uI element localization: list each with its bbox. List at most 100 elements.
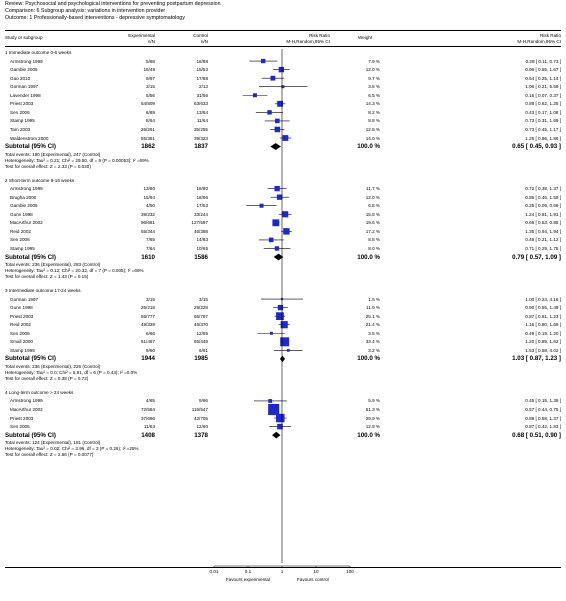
- study-name: Gunn 1998: [10, 211, 33, 217]
- study-name: Gunn 1998: [10, 305, 33, 311]
- study-ci: 0.88 [ 0.62, 1.25 ]: [525, 101, 561, 107]
- col-rr2-title: Risk Ratio: [540, 33, 561, 38]
- study-weight: 29.9 %: [365, 415, 380, 421]
- study-name: Lavender 1998: [10, 92, 41, 98]
- study-ctl: 6/61: [199, 347, 208, 353]
- favours-control: Favours control: [297, 577, 329, 582]
- study-exp: 39/232: [140, 211, 155, 217]
- effect-square: [275, 118, 280, 124]
- study-ctl: 65/449: [193, 339, 208, 345]
- study-name: Armstrong 1999: [10, 58, 43, 64]
- study-name: Waldenstrom 2000: [10, 135, 49, 141]
- study-ci: 1.35 [ 0.94, 1.94 ]: [525, 228, 561, 234]
- study-ci: 1.00 [ 0.24, 4.16 ]: [525, 296, 561, 302]
- effect-square: [276, 194, 283, 200]
- col-rr-title: Risk Ratio: [309, 33, 330, 38]
- effect-square: [283, 228, 290, 235]
- study-weight: 6.5 %: [368, 92, 380, 98]
- subtotal-label: Subtotal (95% CI): [5, 253, 56, 261]
- study-name: MacArthur 2002: [10, 220, 43, 226]
- study-ci: 0.49 [ 0.19, 1.20 ]: [525, 330, 561, 336]
- study-ctl: 12/60: [196, 424, 209, 430]
- study-weight: 8.2 %: [368, 109, 380, 115]
- effect-square: [274, 185, 280, 192]
- study-weight: 8.0 %: [368, 245, 380, 251]
- study-ctl: 63/633: [193, 101, 208, 107]
- study-exp: 16/49: [143, 67, 156, 73]
- study-exp: 3/15: [146, 296, 155, 302]
- subtotal-label: Subtotal (95% CI): [5, 143, 56, 151]
- study-exp: 55/344: [140, 228, 155, 234]
- study-ci: 0.48 [ 0.21, 1.12 ]: [525, 237, 561, 243]
- effect-square: [270, 75, 276, 81]
- study-ci: 0.87 [ 0.61, 1.23 ]: [525, 313, 561, 319]
- study-name: Sen 2006: [10, 109, 30, 115]
- study-name: Priest 2003: [10, 101, 34, 107]
- subgroup-title: 3 Intermediate outcome 17-24 weeks: [5, 288, 81, 293]
- study-name: Gorman 1997: [10, 296, 39, 302]
- study-name: Brugha 2000: [10, 194, 37, 200]
- study-exp: 25/218: [140, 305, 155, 311]
- study-name: Reid 2002: [10, 322, 31, 328]
- study-ci: 0.54 [ 0.25, 1.14 ]: [525, 75, 561, 81]
- study-weight: 12.8 %: [365, 126, 380, 132]
- study-ctl: 42/705: [193, 415, 208, 421]
- study-weight: 3.5 %: [368, 330, 380, 336]
- subtotal-exp: 1944: [141, 355, 155, 363]
- study-exp: 7/64: [146, 245, 155, 251]
- pooled-diamond: [279, 355, 286, 363]
- subgroup-title: 2 Short-term outcome 9-16 weeks: [5, 177, 75, 183]
- study-ctl: 17/88: [196, 75, 209, 81]
- study-ci: 0.89 [ 0.58, 1.37 ]: [525, 415, 561, 421]
- study-weight: 12.0 %: [365, 194, 380, 200]
- header-bottom-rule: [5, 46, 561, 47]
- study-ctl: 17/53: [196, 203, 209, 209]
- subgroup-note: Heterogeneity: Tau² = 0.0; Chi² = 5.91, …: [5, 369, 138, 375]
- study-ci: 1.20 [ 0.89, 1.62 ]: [525, 339, 561, 345]
- study-exp: 51/467: [140, 339, 155, 345]
- study-ci: 0.25 [ 0.09, 0.69 ]: [525, 203, 561, 209]
- col-weight: Weight: [358, 35, 373, 40]
- study-exp: 9/97: [146, 75, 155, 81]
- study-name: Reid 2002: [10, 228, 31, 234]
- study-ctl: 13/84: [196, 109, 209, 115]
- study-name: Stamp 1995: [10, 118, 35, 124]
- study-name: Armstrong 1999: [10, 398, 43, 404]
- study-ctl: 11/64: [196, 118, 208, 124]
- study-name: Stamp 1995: [10, 245, 35, 251]
- subgroup-note: Heterogeneity: Tau² = 0.21; Chi² = 29.50…: [5, 157, 149, 163]
- study-name: MacArthur 2002: [10, 407, 43, 412]
- col-ctl-title: Control: [193, 33, 208, 38]
- study-exp: 6/89: [146, 109, 155, 115]
- study-exp: 96/681: [140, 220, 155, 226]
- study-weight: 9.7 %: [368, 75, 380, 81]
- study-ctl: 46/370: [193, 322, 208, 328]
- study-ci: 0.96 [ 0.55, 1.67 ]: [525, 67, 561, 73]
- x-tick-label: 0.1: [244, 569, 252, 574]
- study-ci: 0.71 [ 0.29, 1.75 ]: [525, 245, 561, 251]
- pooled-diamond: [272, 431, 281, 439]
- study-exp: 7/65: [146, 237, 155, 243]
- effect-square: [276, 312, 284, 321]
- study-weight: 11.9 %: [366, 305, 380, 311]
- study-ci: 0.90 [ 0.55, 1.49 ]: [525, 305, 561, 311]
- col-ctl-sub: n/N: [200, 39, 208, 44]
- subgroup-note: Test for overall effect: Z = 1.43 (P = 0…: [5, 274, 89, 279]
- comparison-line: Comparison: 6 Subgroup analysis: variati…: [5, 8, 166, 14]
- effect-square: [282, 135, 289, 141]
- study-exp: 8/64: [146, 118, 155, 124]
- study-ctl: 29/228: [193, 305, 208, 311]
- study-weight: 12.9 %: [365, 424, 380, 430]
- footer-rule: [5, 567, 561, 568]
- header-top-rule: [5, 30, 561, 31]
- effect-square: [276, 413, 285, 423]
- subtotal-ci: 1.03 [ 0.87, 1.23 ]: [512, 355, 561, 363]
- study-name: Small 2000: [10, 339, 33, 345]
- effect-square: [280, 337, 290, 347]
- subgroup-note: Test for overall effect: Z = 0.38 (P = 0…: [5, 375, 89, 381]
- study-weight: 8.8 %: [368, 237, 380, 243]
- subtotal-exp: 1408: [141, 431, 155, 439]
- study-name: Gamble 2005: [10, 67, 38, 73]
- study-ci: 1.26 [ 0.86, 1.86 ]: [525, 135, 561, 141]
